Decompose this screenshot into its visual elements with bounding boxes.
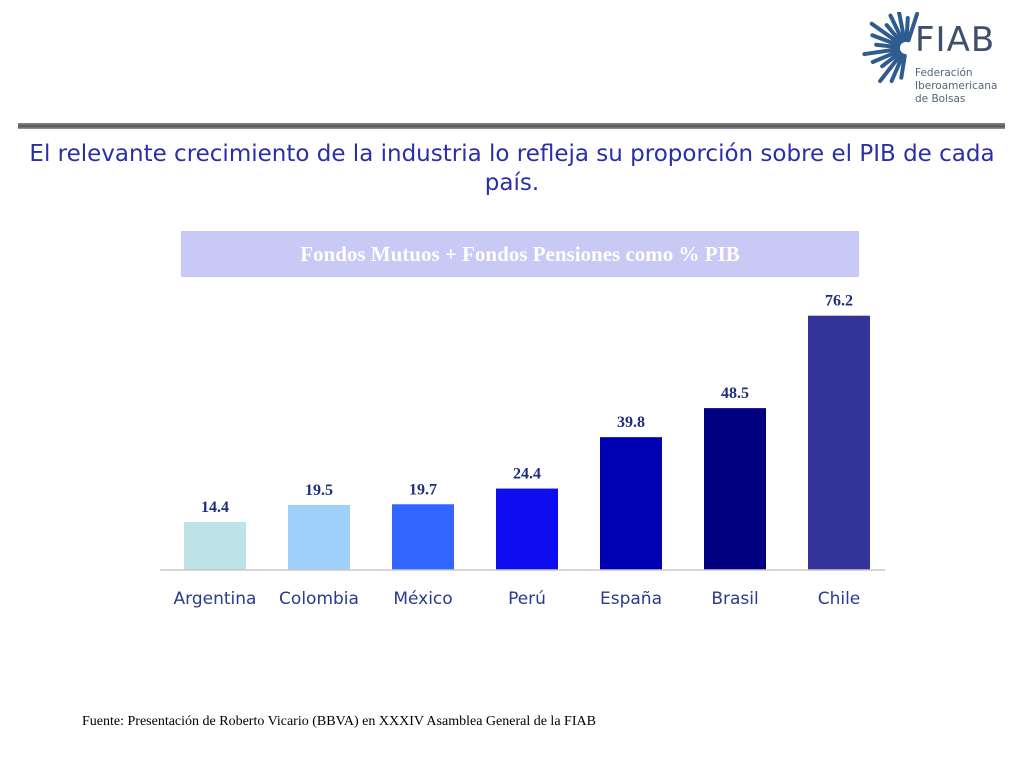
- value-label: 19.5: [305, 482, 333, 499]
- logo-ray: [906, 11, 920, 43]
- bar-brasil: [704, 408, 766, 570]
- bar-chile: [808, 315, 870, 570]
- value-label: 39.8: [617, 414, 645, 431]
- logo-ray: [862, 47, 901, 57]
- logo-ray: [878, 52, 904, 84]
- bar-méxico: [392, 504, 454, 570]
- logo-ray: [869, 21, 902, 46]
- logo-ray: [895, 4, 907, 43]
- category-label: España: [600, 589, 662, 609]
- logo-subtitle-line: de Bolsas: [915, 93, 966, 105]
- value-label: 19.7: [409, 481, 437, 498]
- logo-ray: [899, 53, 907, 80]
- value-label: 24.4: [513, 466, 541, 483]
- chart-title: Fondos Mutuos + Fondos Pensiones como % …: [181, 231, 859, 277]
- bar-españa: [600, 437, 662, 570]
- category-label: Argentina: [174, 589, 257, 609]
- logo-subtitle-line: Iberoamericana: [915, 80, 998, 92]
- bar-colombia: [288, 504, 350, 570]
- header-divider: [18, 123, 1005, 129]
- bar-perú: [496, 488, 558, 570]
- logo-ray: [889, 53, 905, 84]
- logo-ray: [870, 33, 901, 48]
- bar-chart: 14.4 Argentina 19.5 Colombia 19.7 México 24.4 P…: [160, 293, 885, 609]
- category-label: Chile: [818, 589, 861, 609]
- category-label: Perú: [508, 589, 546, 609]
- logo-subtitle: Federación Iberoamericana de Bolsas: [915, 67, 1005, 106]
- logo-ray: [884, 23, 903, 44]
- bar-argentina: [184, 521, 246, 570]
- logo-ray: [880, 50, 902, 69]
- logo-ray: [870, 49, 901, 64]
- category-label: Colombia: [279, 589, 359, 609]
- logo-ray: [888, 13, 905, 43]
- value-label: 48.5: [721, 385, 749, 402]
- category-label: México: [393, 589, 452, 609]
- logo-name: FIAB: [915, 20, 996, 60]
- logo-ray: [904, 16, 910, 43]
- logo-ray: [874, 42, 901, 50]
- value-label: 14.4: [201, 499, 229, 516]
- logo-subtitle-line: Federación: [915, 67, 973, 79]
- category-label: Brasil: [711, 589, 758, 609]
- fiab-logo: FIAB Federación Iberoamericana de Bolsas: [840, 4, 1000, 108]
- fiab-sunburst-icon: [862, 4, 920, 84]
- headline: El relevante crecimiento de la industria…: [29, 141, 995, 196]
- source-note: Fuente: Presentación de Roberto Vicario …: [82, 714, 596, 729]
- value-label: 76.2: [825, 293, 853, 310]
